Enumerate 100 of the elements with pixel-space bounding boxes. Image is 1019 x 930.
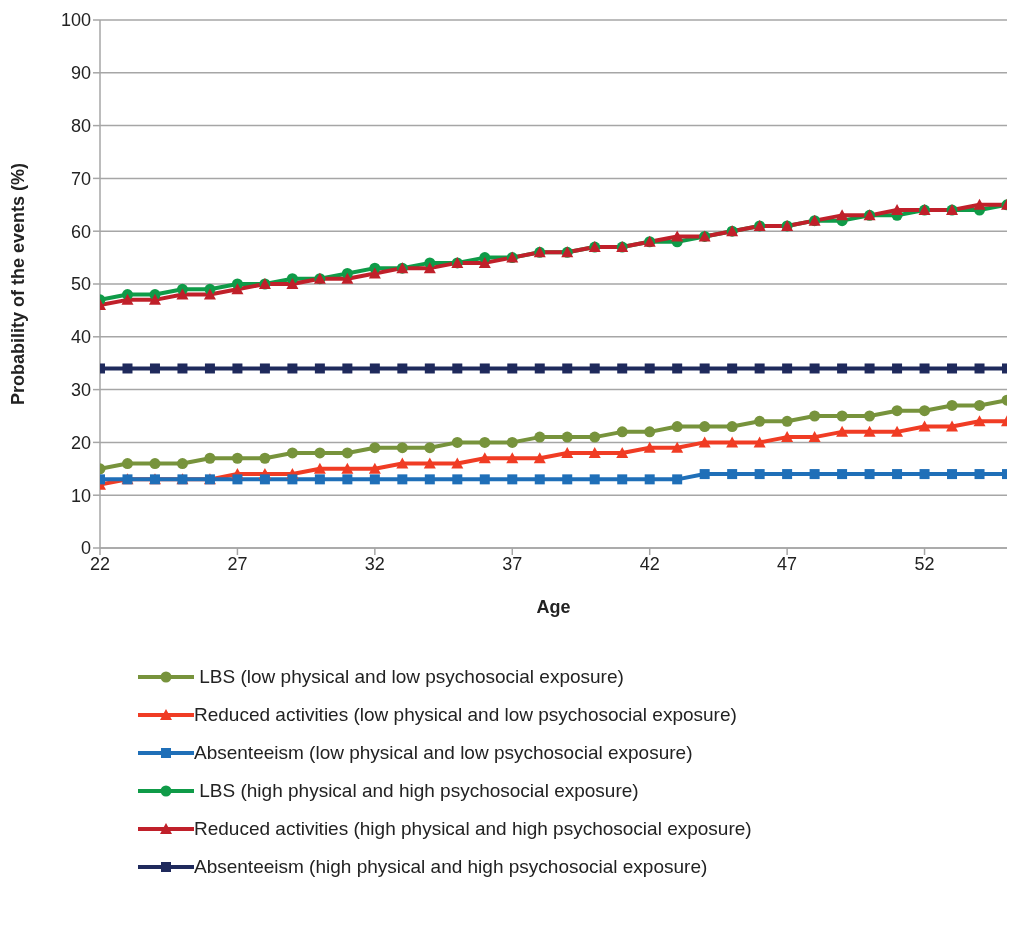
point	[892, 363, 903, 374]
point	[918, 420, 931, 432]
point	[617, 474, 628, 485]
y-tick-label: 80	[70, 115, 91, 136]
point	[672, 474, 683, 485]
legend-label: LBS (low physical and low psychosocial exposure)	[198, 666, 624, 688]
point	[671, 230, 684, 242]
point	[617, 363, 628, 374]
point	[699, 469, 710, 480]
point	[478, 256, 491, 268]
point	[781, 415, 793, 427]
point	[644, 474, 655, 485]
point	[837, 363, 848, 374]
y-tick-label: 10	[70, 485, 91, 506]
point	[231, 283, 244, 295]
y-tick-label: 70	[70, 168, 91, 189]
point	[974, 363, 985, 374]
point	[232, 363, 243, 374]
point	[726, 421, 738, 433]
point	[424, 442, 436, 454]
point	[698, 436, 711, 448]
point	[837, 469, 848, 480]
point	[176, 288, 189, 300]
legend-label: LBS (high physical and high psychosocial exposure)	[198, 780, 639, 802]
point	[452, 363, 463, 374]
point	[121, 458, 133, 470]
point	[396, 442, 408, 454]
x-tick-label: 42	[639, 553, 660, 574]
y-tick-label: 50	[70, 274, 91, 295]
point	[397, 363, 408, 374]
point	[919, 469, 930, 480]
point	[782, 363, 793, 374]
point	[314, 474, 325, 485]
point	[754, 415, 766, 427]
point	[727, 363, 738, 374]
point	[287, 474, 298, 485]
legend-label: Reduced activities (high physical and high psychosocial exposure)	[194, 818, 752, 840]
point	[699, 363, 710, 374]
point	[809, 410, 821, 422]
point	[368, 267, 381, 279]
point	[479, 363, 490, 374]
point	[534, 363, 545, 374]
point	[754, 469, 765, 480]
point	[259, 363, 270, 374]
point	[589, 363, 600, 374]
point	[974, 399, 986, 411]
point	[864, 363, 875, 374]
point	[259, 474, 270, 485]
point	[754, 363, 765, 374]
point	[863, 425, 876, 437]
point	[451, 457, 464, 469]
point	[148, 293, 161, 305]
point	[341, 462, 354, 474]
point	[286, 447, 298, 459]
point	[368, 462, 381, 474]
point	[507, 363, 518, 374]
x-axis-title: Age	[536, 597, 571, 617]
point	[478, 452, 491, 464]
point	[232, 474, 243, 485]
point	[341, 447, 353, 459]
x-tick-label: 32	[364, 553, 385, 574]
y-tick-label: 100	[60, 10, 91, 31]
point	[369, 363, 380, 374]
point	[149, 458, 161, 470]
point	[204, 363, 215, 374]
point	[809, 469, 820, 480]
point	[506, 452, 519, 464]
point	[919, 363, 930, 374]
legend-label: Absenteeism (high physical and high psychosocial exposure)	[194, 856, 708, 878]
point	[836, 425, 849, 437]
point	[836, 209, 849, 221]
y-tick-label: 0	[80, 538, 91, 559]
legend-label: Absenteeism (low physical and low psychosocial exposure)	[194, 742, 693, 764]
point	[616, 426, 628, 438]
point	[781, 431, 794, 443]
y-tick-label: 30	[70, 379, 91, 400]
point	[699, 421, 711, 433]
point	[891, 204, 904, 216]
x-tick-label: 47	[777, 553, 798, 574]
point	[671, 441, 684, 453]
point	[506, 436, 518, 448]
y-tick-label: 90	[70, 63, 91, 84]
x-tick-label: 22	[89, 553, 111, 574]
point	[452, 474, 463, 485]
point	[892, 469, 903, 480]
point	[479, 436, 491, 448]
point	[313, 462, 326, 474]
y-tick-label: 60	[70, 221, 91, 242]
point	[836, 410, 848, 422]
point	[588, 446, 601, 458]
point	[341, 272, 354, 284]
point	[561, 431, 573, 443]
point	[231, 452, 243, 464]
point	[423, 262, 436, 274]
point	[782, 469, 793, 480]
point	[562, 474, 573, 485]
point	[507, 474, 518, 485]
point	[424, 363, 435, 374]
y-tick-label: 20	[70, 432, 91, 453]
point	[259, 452, 271, 464]
